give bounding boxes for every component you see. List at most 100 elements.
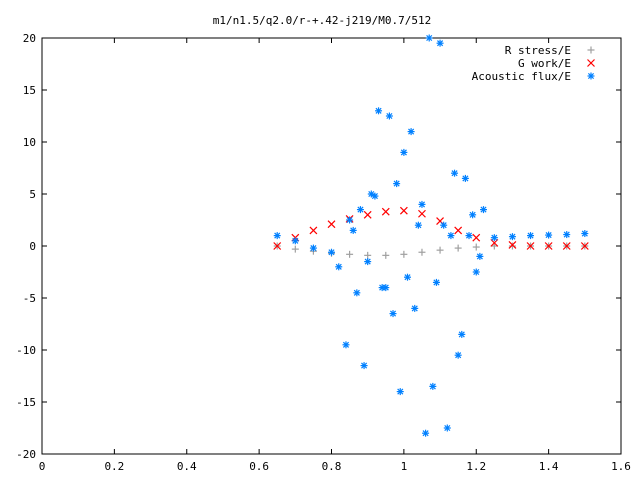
data-point (367, 190, 375, 198)
data-point (472, 233, 481, 242)
y-tick-label: -20 (16, 448, 36, 461)
plot-frame (41, 37, 622, 455)
data-point (440, 221, 448, 229)
data-point (400, 148, 408, 156)
data-point (396, 388, 404, 396)
data-point (490, 234, 498, 242)
legend-label: G work/E (518, 57, 571, 70)
x-tick-label: 0.4 (177, 460, 197, 473)
data-point (436, 246, 444, 254)
data-point (429, 382, 437, 390)
data-point (328, 248, 335, 256)
data-point (479, 206, 487, 214)
legend-marker (587, 59, 595, 67)
data-point (508, 233, 516, 241)
data-point (418, 200, 426, 208)
data-point (411, 304, 419, 312)
data-point (353, 289, 361, 297)
data-point (400, 250, 408, 258)
data-point (563, 231, 571, 239)
data-point (454, 226, 463, 235)
axes: 0 0.2 0.4 0.6 0.8 1 1.2 1.4 1.6 20 15 10 5 0 -5 -10 -15 -… (16, 32, 631, 473)
legend-label: Acoustic flux/E (472, 70, 571, 83)
x-tick-label: 0.2 (104, 460, 124, 473)
data-point (309, 226, 318, 235)
data-point (349, 226, 357, 234)
data-point (432, 278, 440, 286)
chart-title: m1/n1.5/q2.0/r-+.42-j219/M0.7/512 (213, 14, 432, 27)
data-point (508, 241, 517, 249)
data-point (389, 310, 397, 318)
data-point (451, 169, 459, 177)
data-point (447, 232, 455, 240)
x-tick-label: 1 (401, 460, 408, 473)
data-point (356, 206, 364, 214)
data-point (385, 112, 393, 120)
data-point (375, 107, 383, 115)
data-point (469, 211, 477, 219)
x-tick-label: 1.6 (611, 460, 631, 473)
data-point (562, 242, 571, 250)
data-point (403, 273, 411, 281)
data-point (418, 248, 426, 256)
data-point (291, 245, 299, 253)
data-point (461, 174, 469, 182)
data-point (508, 242, 516, 250)
data-point (544, 242, 553, 250)
y-tick-label: 10 (23, 136, 36, 149)
data-point (454, 244, 462, 252)
data-point (363, 210, 372, 219)
data-point (381, 207, 390, 216)
data-point (418, 209, 426, 218)
data-point (580, 242, 589, 250)
data-point (581, 230, 589, 238)
x-tick-label: 0 (39, 460, 46, 473)
x-tick-label: 0.8 (322, 460, 342, 473)
data-point (291, 237, 299, 245)
data-point (472, 268, 480, 276)
data-point (545, 231, 553, 239)
data-point (346, 216, 354, 224)
data-point (436, 39, 444, 47)
data-point (364, 251, 372, 259)
data-point (327, 220, 336, 229)
data-point (414, 221, 422, 229)
legend-marker (587, 46, 595, 54)
data-marks (273, 34, 589, 437)
data-point (458, 330, 466, 338)
data-point (360, 362, 368, 370)
data-point (476, 252, 484, 260)
data-point (443, 424, 451, 432)
y-tick-label: 20 (23, 32, 36, 45)
data-point (342, 341, 350, 349)
data-point (527, 232, 535, 240)
y-tick-label: -5 (23, 292, 36, 305)
data-point (335, 263, 343, 271)
data-point (454, 351, 462, 359)
data-point (273, 242, 282, 250)
legend-label: R stress/E (505, 44, 571, 57)
data-point (425, 34, 433, 42)
legend-marker (587, 72, 595, 80)
data-point (364, 258, 372, 266)
y-tick-label: -10 (16, 344, 36, 357)
series-1 (273, 206, 589, 250)
y-tick-label: -15 (16, 396, 36, 409)
y-tick-label: 0 (29, 240, 36, 253)
data-point (382, 251, 390, 259)
data-point (472, 243, 480, 251)
series-2 (273, 34, 589, 437)
data-point (422, 429, 430, 437)
y-tick-label: 15 (23, 84, 36, 97)
data-point (393, 180, 401, 188)
data-point (526, 242, 535, 250)
data-point (378, 284, 386, 292)
data-point (346, 250, 354, 258)
y-tick-label: 5 (29, 188, 36, 201)
data-point (309, 244, 317, 252)
data-point (273, 232, 281, 240)
x-tick-label: 1.2 (466, 460, 486, 473)
series-0 (273, 242, 589, 259)
